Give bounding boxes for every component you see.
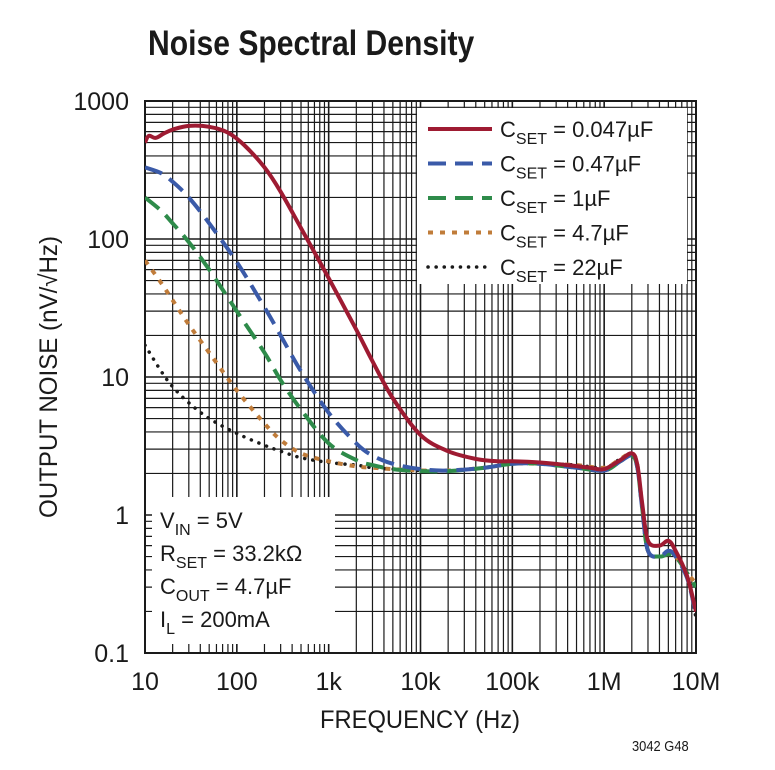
x-tick-label: 100 [216, 668, 258, 696]
legend-entry: CSET = 1µF [500, 186, 610, 217]
x-tick-label: 1M [587, 668, 622, 696]
x-tick-label: 10M [672, 668, 721, 696]
x-axis-label: FREQUENCY (Hz) [320, 706, 520, 734]
legend-entry: CSET = 0.047µF [500, 117, 653, 148]
x-tick-label: 100k [485, 668, 540, 696]
legend-entry: CSET = 0.47µF [500, 152, 641, 183]
y-tick-label: 10 [101, 364, 129, 392]
legend-entry: CSET = 22µF [500, 255, 623, 286]
y-tick-label: 100 [87, 226, 129, 254]
y-axis-label: OUTPUT NOISE (nV/√Hz) [35, 236, 63, 518]
condition-line: VIN = 5V [160, 508, 243, 539]
condition-line: RSET = 33.2kΩ [160, 541, 302, 572]
condition-line: IL = 200mA [160, 607, 270, 638]
series-curves [145, 123, 696, 620]
y-tick-label: 1 [115, 502, 129, 530]
figure-code: 3042 G48 [632, 738, 689, 755]
legend-entry: CSET = 4.7µF [500, 221, 629, 252]
y-tick-label: 0.1 [94, 640, 129, 668]
x-tick-labels: 10 100 1k 10k 100k 1M 10M [131, 668, 720, 696]
y-tick-label: 1000 [73, 88, 129, 116]
x-tick-label: 10 [131, 668, 159, 696]
series-line-3 [145, 195, 696, 589]
y-tick-labels: 0.1 1 10 100 1000 [73, 88, 129, 668]
chart-title: Noise Spectral Density [148, 24, 475, 63]
series-line-2 [145, 165, 696, 615]
x-tick-label: 1k [315, 668, 342, 696]
conditions-box [152, 497, 335, 644]
condition-line: COUT = 4.7µF [160, 574, 291, 605]
series-line-1 [145, 123, 696, 612]
x-tick-label: 10k [400, 668, 441, 696]
plot-frame [144, 100, 697, 654]
